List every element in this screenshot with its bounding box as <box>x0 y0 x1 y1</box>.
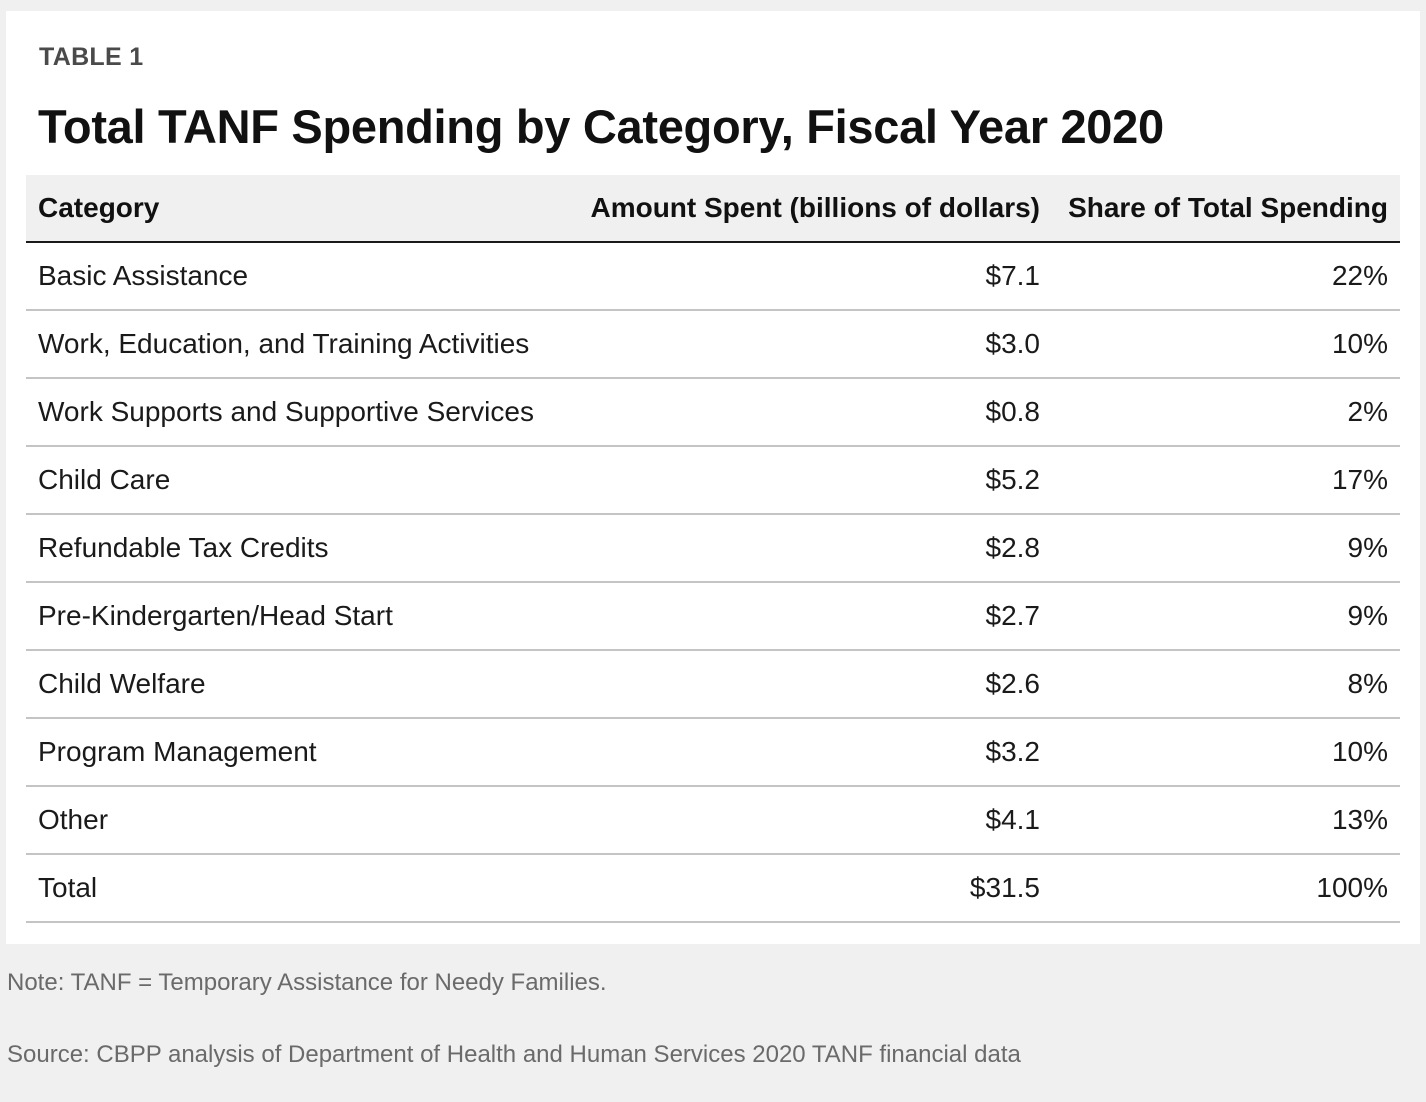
table-row: Work, Education, and Training Activities… <box>26 310 1400 379</box>
cell-amount: $4.1 <box>576 786 1052 855</box>
table-row: Basic Assistance $7.1 22% <box>26 242 1400 311</box>
cell-category: Child Care <box>26 446 576 515</box>
table-card: TABLE 1 Total TANF Spending by Category,… <box>6 11 1420 944</box>
cell-amount: $3.0 <box>576 310 1052 379</box>
spending-table: Category Amount Spent (billions of dolla… <box>26 175 1400 923</box>
cell-amount: $3.2 <box>576 718 1052 787</box>
table-row: Work Supports and Supportive Services $0… <box>26 378 1400 447</box>
cell-category: Pre-Kindergarten/Head Start <box>26 582 576 651</box>
cell-share: 13% <box>1052 786 1400 855</box>
cell-share: 100% <box>1052 854 1400 923</box>
cell-share: 10% <box>1052 310 1400 379</box>
cell-share: 8% <box>1052 650 1400 719</box>
cell-share: 22% <box>1052 242 1400 311</box>
column-header-category: Category <box>26 175 576 243</box>
cell-category: Program Management <box>26 718 576 787</box>
cell-category: Work, Education, and Training Activities <box>26 310 576 379</box>
cell-category: Basic Assistance <box>26 242 576 311</box>
table-row: Child Welfare $2.6 8% <box>26 650 1400 719</box>
column-header-amount: Amount Spent (billions of dollars) <box>576 175 1052 243</box>
cell-amount: $2.8 <box>576 514 1052 583</box>
table-row: Child Care $5.2 17% <box>26 446 1400 515</box>
cell-amount: $0.8 <box>576 378 1052 447</box>
cell-share: 17% <box>1052 446 1400 515</box>
table-row: Refundable Tax Credits $2.8 9% <box>26 514 1400 583</box>
cell-amount: $2.6 <box>576 650 1052 719</box>
table-row: Pre-Kindergarten/Head Start $2.7 9% <box>26 582 1400 651</box>
table-note: Note: TANF = Temporary Assistance for Ne… <box>7 969 607 996</box>
cell-amount: $2.7 <box>576 582 1052 651</box>
cell-amount: $5.2 <box>576 446 1052 515</box>
column-header-share: Share of Total Spending <box>1052 175 1400 243</box>
table-label: TABLE 1 <box>39 43 144 71</box>
table-row-total: Total $31.5 100% <box>26 854 1400 923</box>
cell-category: Work Supports and Supportive Services <box>26 378 576 447</box>
cell-category: Refundable Tax Credits <box>26 514 576 583</box>
cell-share: 10% <box>1052 718 1400 787</box>
table-header-row: Category Amount Spent (billions of dolla… <box>26 175 1400 243</box>
cell-share: 2% <box>1052 378 1400 447</box>
table-row: Program Management $3.2 10% <box>26 718 1400 787</box>
table-row: Other $4.1 13% <box>26 786 1400 855</box>
cell-category: Total <box>26 854 576 923</box>
cell-amount: $31.5 <box>576 854 1052 923</box>
cell-amount: $7.1 <box>576 242 1052 311</box>
cell-category: Other <box>26 786 576 855</box>
cell-category: Child Welfare <box>26 650 576 719</box>
cell-share: 9% <box>1052 514 1400 583</box>
cell-share: 9% <box>1052 582 1400 651</box>
table-title: Total TANF Spending by Category, Fiscal … <box>38 100 1164 153</box>
table-source: Source: CBPP analysis of Department of H… <box>7 1041 1021 1068</box>
